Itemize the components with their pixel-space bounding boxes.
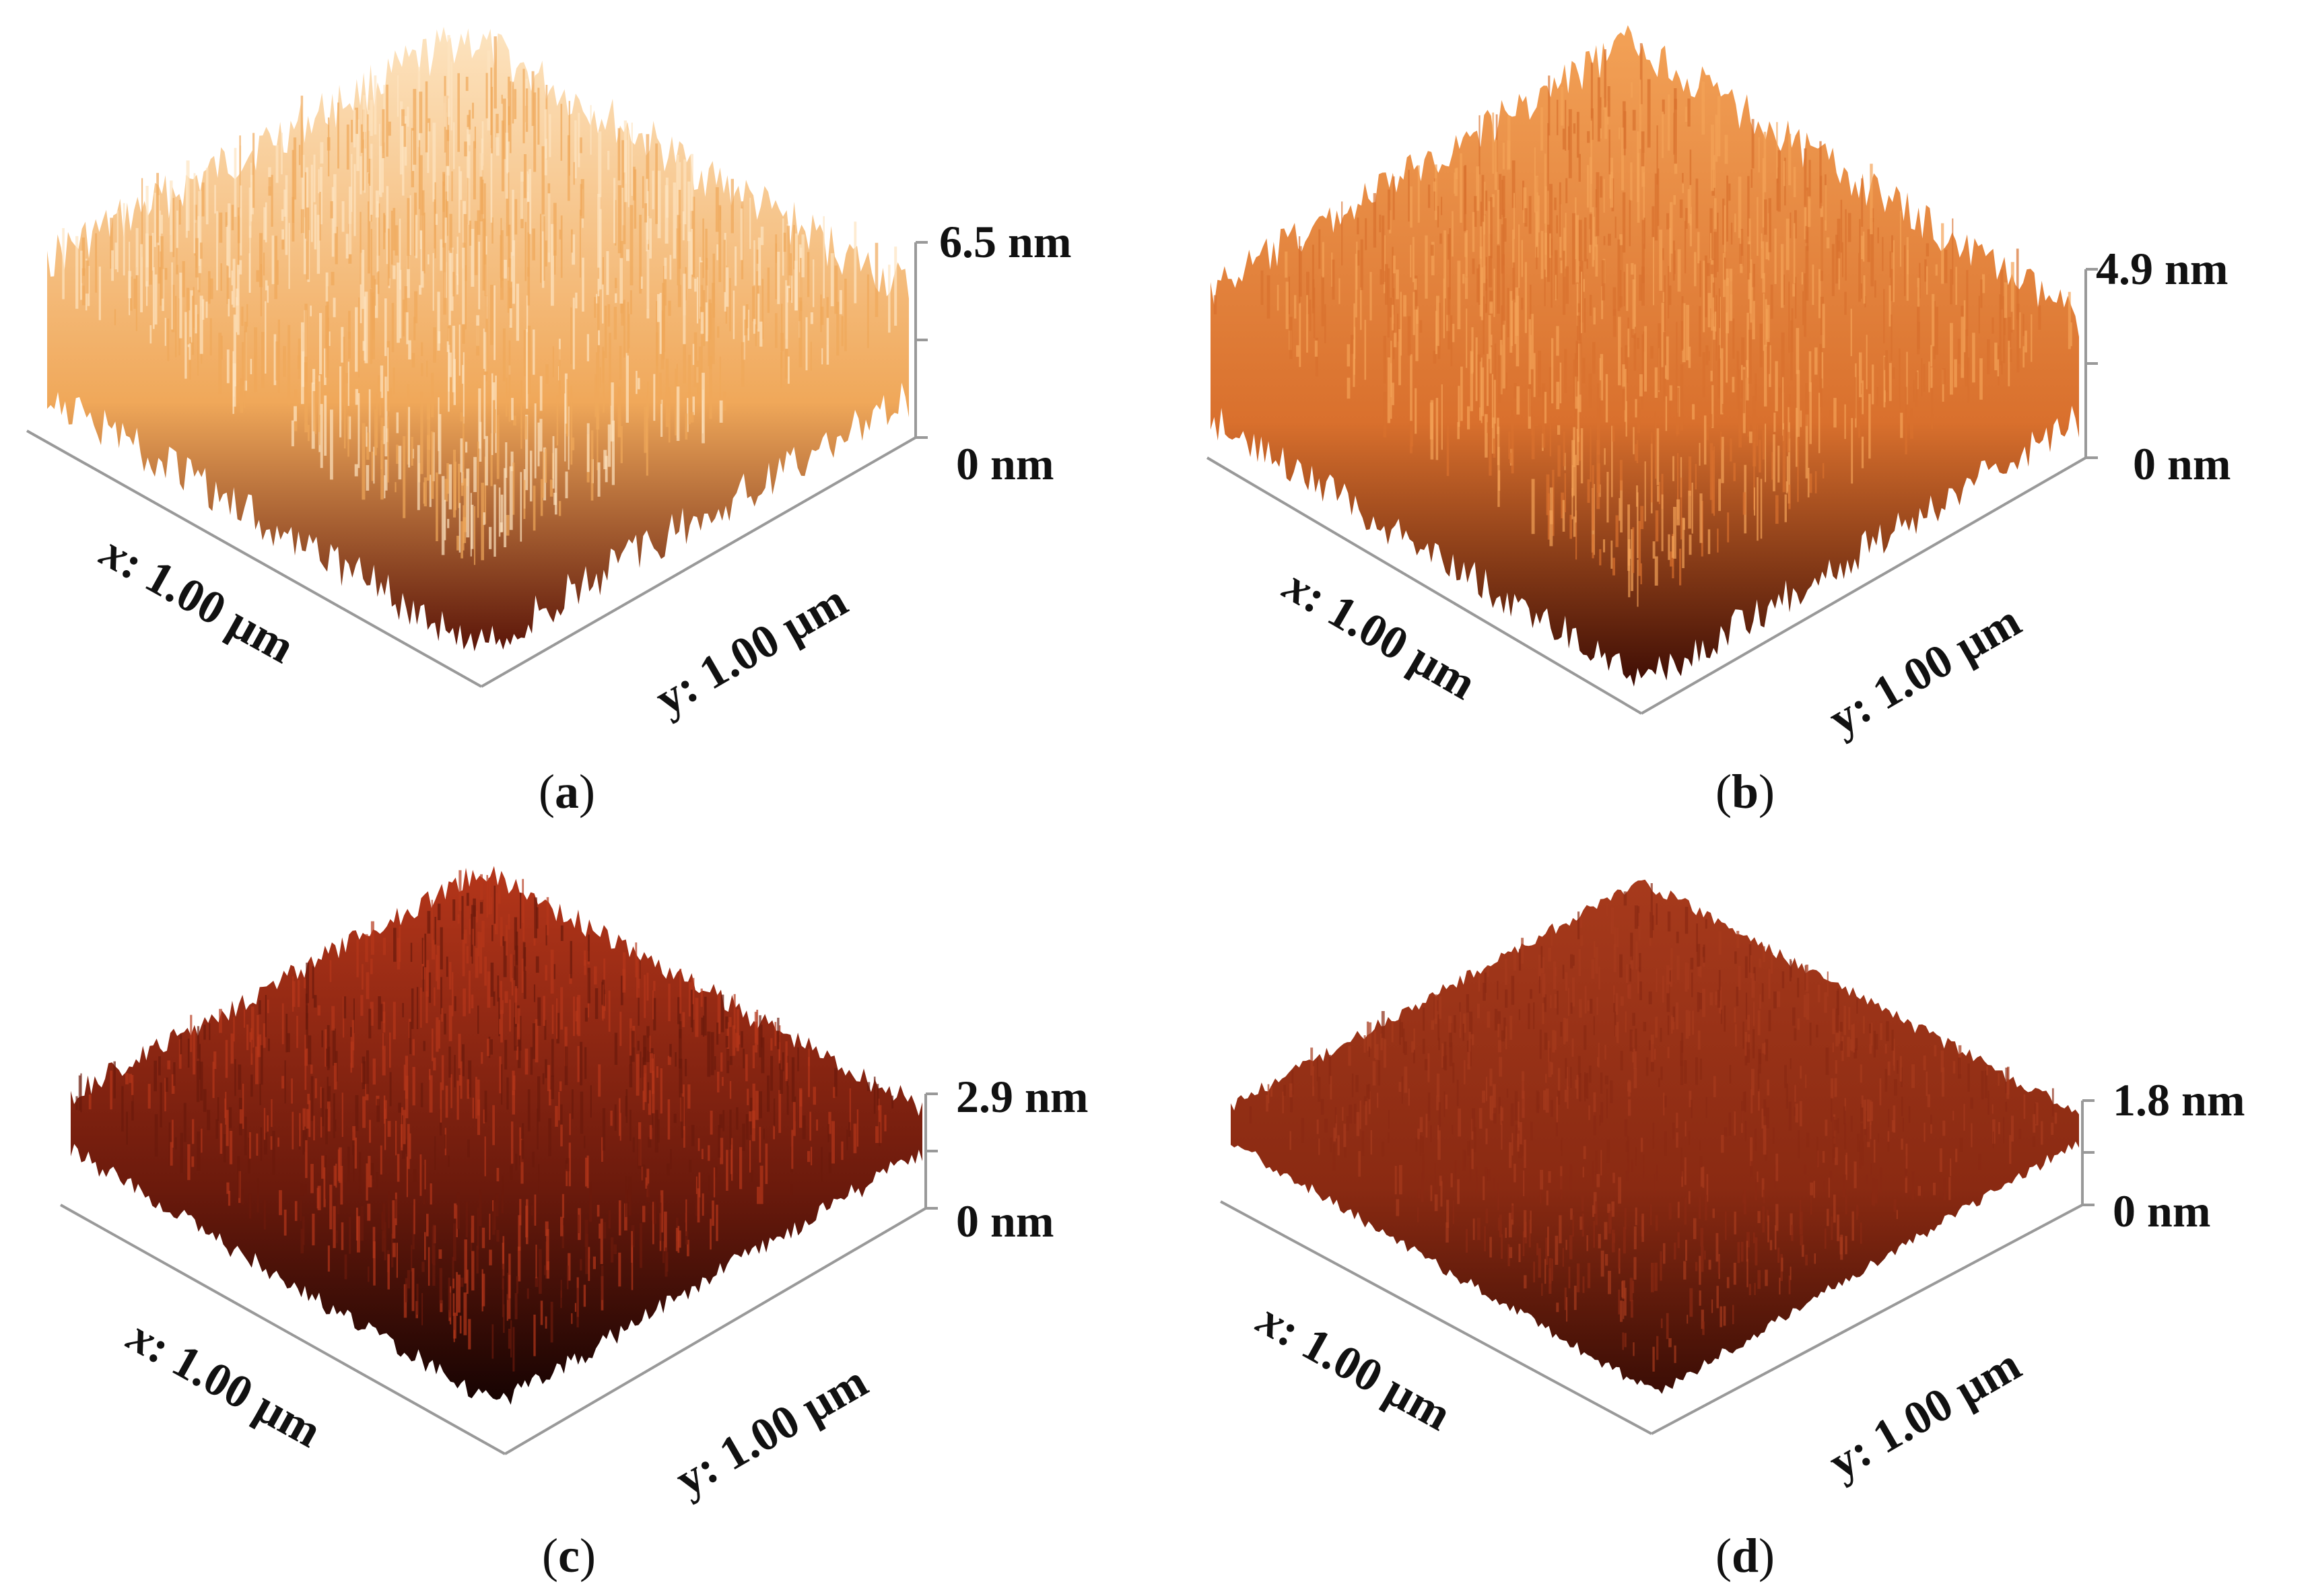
z-min-label-b: 0 nm: [2133, 438, 2231, 489]
base-axis-x: [1220, 1200, 1652, 1435]
surface-peaks-d: [1249, 883, 2057, 1372]
panel-label-d: (d): [1715, 1529, 1775, 1583]
surface-peaks-b: [1213, 43, 2072, 607]
surface-peaks-c: [75, 870, 894, 1372]
afm-topography-d: [1231, 879, 2079, 1394]
afm-panel-b: 4.9 nm 0 nm x: 1.00 µm y: 1.00 µm (b): [1157, 0, 2313, 819]
base-axis-x: [60, 1204, 506, 1455]
base-axis-x: [26, 429, 482, 688]
z-min-label-c: 0 nm: [956, 1195, 1054, 1247]
base-axis-y: [504, 1207, 927, 1455]
afm-surface-b: [1206, 25, 2098, 715]
base-axis-y: [481, 436, 916, 688]
afm-panel-a: 6.5 nm 0 nm x: 1.00 µm y: 1.00 µm (a): [0, 0, 1157, 819]
panel-label-a: (a): [539, 765, 595, 819]
z-min-label-d: 0 nm: [2113, 1185, 2211, 1237]
base-axis-x: [1206, 456, 1643, 715]
afm-surface-a: [26, 26, 928, 688]
afm-surface-d: [1220, 879, 2095, 1435]
z-max-label-d: 1.8 nm: [2113, 1074, 2245, 1125]
z-max-label-c: 2.9 nm: [956, 1071, 1089, 1122]
afm-topography-c: [71, 866, 922, 1405]
afm-panel-c: 2.9 nm 0 nm x: 1.00 µm y: 1.00 µm (c): [0, 798, 1157, 1595]
afm-surface-c: [60, 866, 938, 1455]
afm-panel-d: 1.8 nm 0 nm x: 1.00 µm y: 1.00 µm (d): [1157, 798, 2313, 1595]
panel-label-b: (b): [1715, 765, 1775, 819]
z-min-label-a: 0 nm: [956, 438, 1054, 489]
base-axis-y: [1651, 1204, 2083, 1435]
base-axis-y: [1641, 456, 2086, 715]
panel-label-c: (c): [542, 1529, 596, 1583]
z-max-label-b: 4.9 nm: [2096, 243, 2228, 294]
surface-peaks-a: [62, 35, 897, 565]
z-max-label-a: 6.5 nm: [939, 216, 1072, 267]
